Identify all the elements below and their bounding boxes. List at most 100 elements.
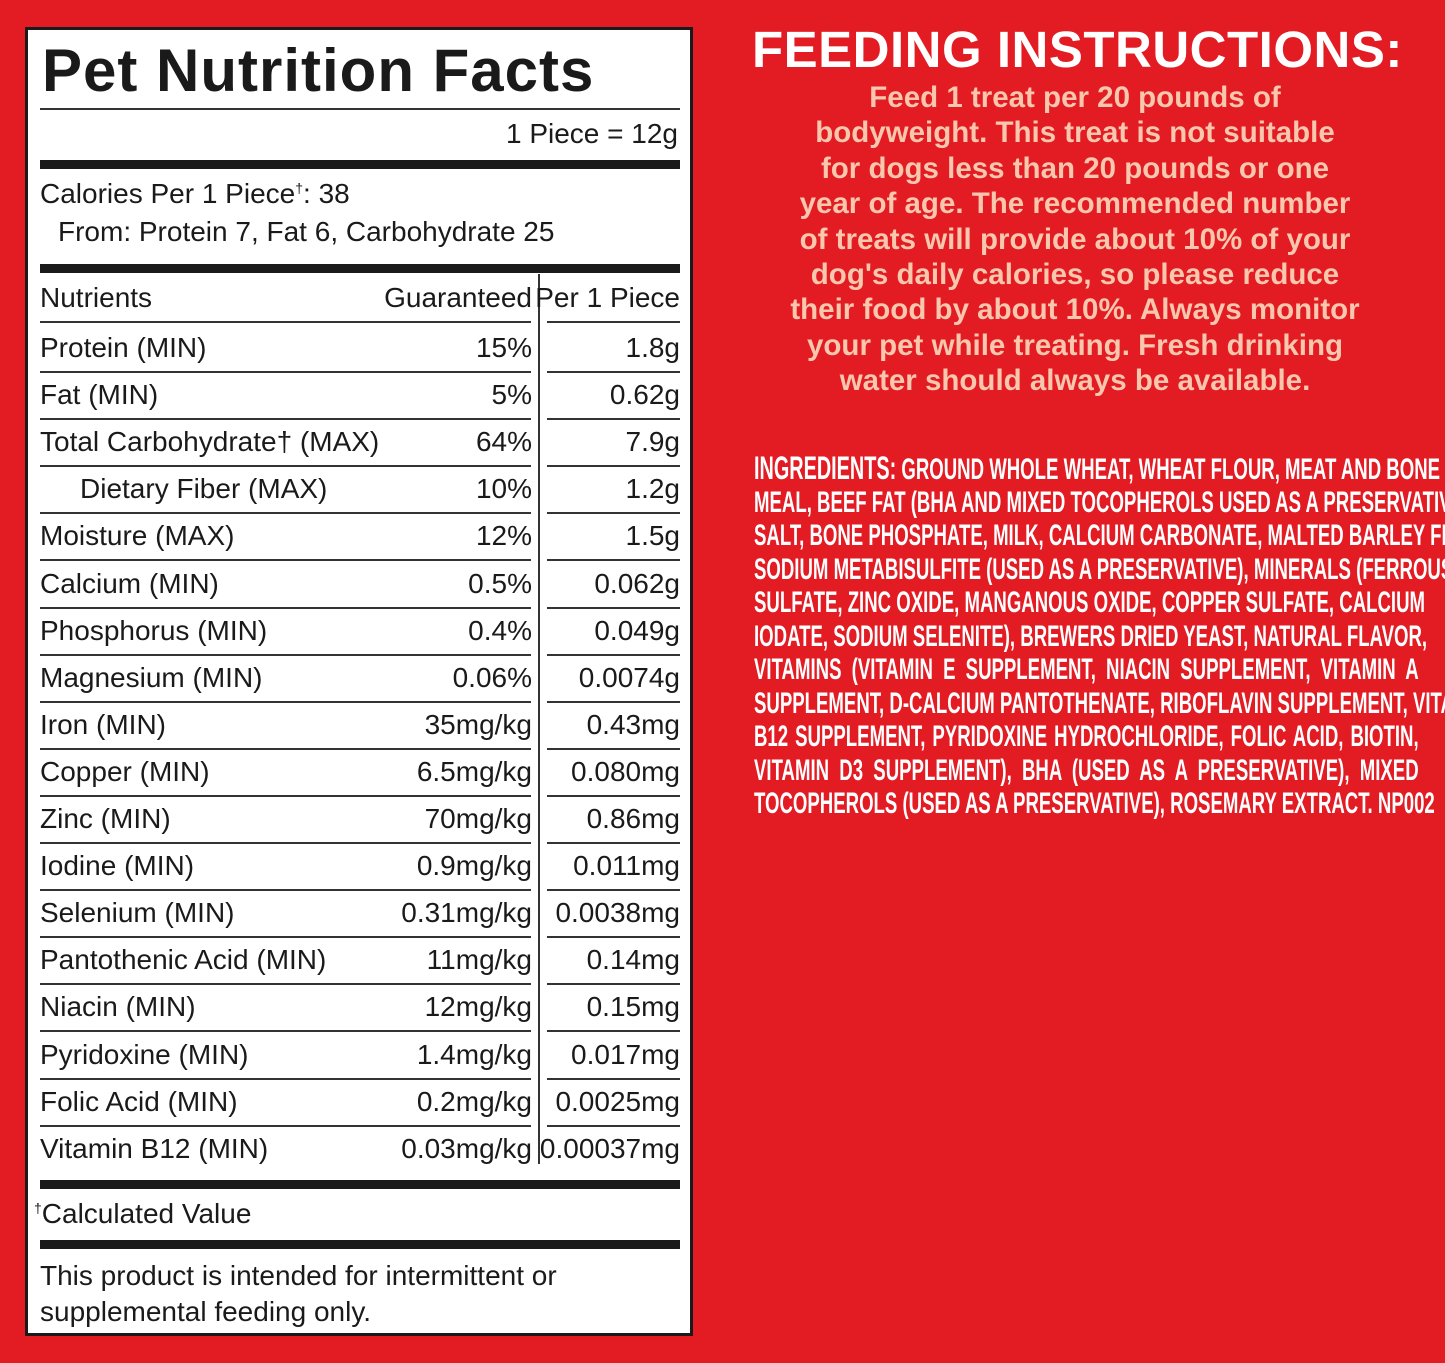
feeding-line: their food by about 10%. Always monitor	[790, 293, 1360, 327]
table-row: Vitamin B12 (MIN) 0.03mg/kg 0.00037mg	[40, 1127, 680, 1174]
row-rule	[40, 606, 531, 609]
calories-label: Calories Per 1 Piece	[40, 178, 296, 209]
table-row: Fat (MIN) 5% 0.62g	[40, 373, 680, 421]
ingredients-text: B12 SUPPLEMENT, PYRIDOXINE HYDROCHLORIDE…	[754, 720, 1419, 753]
per-piece-value: 0.080mg	[571, 755, 680, 787]
nutrient-name: Pantothenic Acid (MIN)	[40, 944, 327, 976]
row-rule	[40, 983, 531, 986]
divider-thick	[40, 160, 680, 169]
nutrient-name: Niacin (MIN)	[40, 991, 196, 1023]
table-row: Pantothenic Acid (MIN) 11mg/kg 0.14mg	[40, 938, 680, 986]
row-rule	[547, 842, 680, 844]
guaranteed-value: 35mg/kg	[424, 708, 532, 740]
ingredients-line: SODIUM METABISULFITE (USED AS A PRESERVA…	[754, 553, 1445, 587]
dagger-mark: †	[34, 1200, 42, 1216]
footnote: †Calculated Value	[34, 1198, 251, 1230]
nutrient-name: Calcium (MIN)	[40, 567, 219, 599]
row-rule	[547, 559, 680, 562]
ingredients-text: VITAMIN D3 SUPPLEMENT), BHA (USED AS A P…	[754, 753, 1419, 787]
nutrient-name: Magnesium (MIN)	[40, 661, 263, 693]
nutrition-facts-panel: Pet Nutrition Facts 1 Piece = 12g Calori…	[25, 27, 693, 1336]
guaranteed-value: 1.4mg/kg	[416, 1038, 532, 1070]
guaranteed-value: 15%	[475, 332, 532, 363]
row-rule	[547, 1030, 680, 1033]
table-row: Iron (MIN) 35mg/kg 0.43mg	[40, 703, 680, 750]
panel-title: Pet Nutrition Facts	[42, 37, 595, 104]
feeding-line: dog's daily calories, so please reduce	[810, 258, 1340, 292]
nutrient-name: Fat (MIN)	[40, 379, 159, 411]
divider-thick	[40, 1180, 680, 1189]
row-rule	[547, 653, 680, 656]
per-piece-value: 1.5g	[625, 520, 681, 552]
nutrient-name: Protein (MIN)	[40, 332, 207, 363]
per-piece-value: 0.011mg	[573, 850, 680, 882]
ingredients-text: VITAMINS (VITAMIN E SUPPLEMENT, NIACIN S…	[754, 653, 1419, 686]
ingredients-text: TOCOPHEROLS (USED AS A PRESERVATIVE), RO…	[754, 787, 1373, 820]
per-piece-value: 1.2g	[625, 473, 681, 505]
per-piece-value: 0.0025mg	[555, 1085, 680, 1117]
guaranteed-value: 64%	[475, 426, 532, 458]
calories-from: From: Protein 7, Fat 6, Carbohydrate 25	[58, 216, 555, 247]
nutrient-name: Phosphorus (MIN)	[40, 614, 268, 646]
feeding-line: year of age. The recommended number	[799, 187, 1351, 221]
ingredients-line: MEAL, BEEF FAT (BHA AND MIXED TOCOPHEROL…	[754, 486, 1445, 520]
divider-thick	[40, 264, 680, 273]
feeding-instructions-title: FEEDING INSTRUCTIONS:	[752, 21, 1403, 78]
table-row: Niacin (MIN) 12mg/kg 0.15mg	[40, 985, 680, 1033]
ingredients-label: INGREDIENTS:	[754, 450, 897, 486]
row-rule	[40, 512, 531, 515]
per-piece-value: 0.43mg	[586, 708, 680, 740]
column-divider	[538, 274, 540, 1164]
feeding-line: water should always be available.	[839, 364, 1311, 398]
guaranteed-value: 5%	[491, 379, 532, 411]
per-piece-value: 0.062g	[594, 567, 680, 599]
ingredients-line: SUPPLEMENT, D-CALCIUM PANTOTHENATE, RIBO…	[754, 687, 1445, 721]
ingredients-line: TOCOPHEROLS (USED AS A PRESERVATIVE), RO…	[754, 787, 1435, 821]
ingredients-text: SULFATE, ZINC OXIDE, MANGANOUS OXIDE, CO…	[754, 586, 1426, 619]
header-guaranteed: Guaranteed	[384, 282, 532, 313]
divider	[40, 108, 680, 110]
per-piece-value: 0.62g	[609, 379, 680, 411]
feeding-line: your pet while treating. Fresh drinking	[807, 328, 1343, 362]
row-rule	[40, 1030, 531, 1033]
guaranteed-value: 10%	[475, 473, 532, 505]
ingredients-line: VITAMINS (VITAMIN E SUPPLEMENT, NIACIN S…	[754, 653, 1419, 687]
table-row: Calcium (MIN) 0.5% 0.062g	[40, 562, 680, 609]
ingredients-line: SALT, BONE PHOSPHATE, MILK, CALCIUM CARB…	[754, 519, 1445, 553]
table-row: Iodine (MIN) 0.9mg/kg 0.011mg	[40, 844, 680, 892]
row-rule	[40, 418, 531, 421]
row-rule	[40, 371, 531, 373]
nutrient-name: Dietary Fiber (MAX)	[80, 473, 328, 505]
guaranteed-value: 0.03mg/kg	[401, 1132, 532, 1164]
guaranteed-value: 0.5%	[468, 567, 532, 599]
row-rule	[547, 321, 680, 323]
table-header: Nutrients Guaranteed Per 1 Piece	[40, 276, 680, 323]
calories: Calories Per 1 Piece†: 38	[40, 178, 350, 210]
row-rule	[40, 653, 531, 656]
nutrient-name: Copper (MIN)	[40, 755, 210, 787]
feeding-instructions-body: Feed 1 treat per 20 pounds of bodyweight.…	[740, 80, 1410, 399]
table-row: Zinc (MIN) 70mg/kg 0.86mg	[40, 797, 680, 844]
ingredients-line: VITAMIN D3 SUPPLEMENT), BHA (USED AS A P…	[754, 754, 1419, 788]
table-row: Total Carbohydrate† (MAX) 64% 7.9g	[40, 420, 680, 468]
row-rule	[547, 889, 680, 892]
ingredients-text: SODIUM METABISULFITE (USED AS A PRESERVA…	[754, 552, 1445, 586]
nutrient-name: Selenium (MIN)	[40, 897, 235, 929]
row-rule	[547, 1124, 680, 1127]
per-piece-value: 0.017mg	[571, 1038, 680, 1070]
ingredients-text: SALT, BONE PHOSPHATE, MILK, CALCIUM CARB…	[754, 519, 1445, 552]
row-rule	[547, 747, 680, 750]
feeding-line: of treats will provide about 10% of your	[799, 222, 1351, 256]
row-rule	[547, 794, 680, 797]
row-rule	[40, 1077, 531, 1080]
table-row: Copper (MIN) 6.5mg/kg 0.080mg	[40, 750, 680, 797]
nutrient-name: Total Carbohydrate† (MAX)	[40, 426, 380, 458]
per-piece-value: 0.0074g	[578, 661, 680, 693]
table-row: Folic Acid (MIN) 0.2mg/kg 0.0025mg	[40, 1080, 680, 1127]
ingredients-list: INGREDIENTS: GROUND WHOLE WHEAT, WHEAT F…	[754, 450, 1445, 821]
row-rule	[40, 747, 531, 750]
ingredients-line: IODATE, SODIUM SELENITE), BREWERS DRIED …	[754, 620, 1427, 654]
guaranteed-value: 0.31mg/kg	[401, 897, 532, 929]
ingredients-text: IODATE, SODIUM SELENITE), BREWERS DRIED …	[754, 619, 1428, 653]
dagger-mark: †	[295, 180, 304, 196]
